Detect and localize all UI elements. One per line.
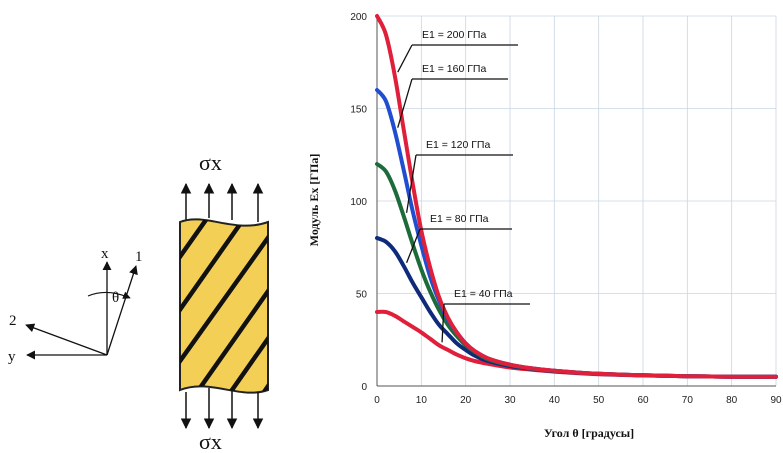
y-tick-label: 100: [350, 197, 367, 208]
legend-leader-line: [441, 303, 445, 343]
chart-ticks: 0 10 20 30 40 50 60 70 80 90 0 50 100 150 200: [350, 12, 782, 406]
legend-leader-line: [397, 78, 413, 128]
x-axis-title: Угол θ [градусы]: [544, 426, 634, 440]
legend-leader-line: [405, 154, 417, 213]
x-tick-label: 10: [416, 395, 428, 406]
stress-bottom-label: σx: [199, 429, 222, 453]
x-tick-label: 90: [770, 395, 782, 406]
axis-x-label: x: [101, 246, 109, 262]
legend-label: E1 = 40 ГПа: [454, 288, 513, 300]
legend-leader-line: [397, 44, 413, 73]
chart-legend: E1 = 200 ГПа E1 = 160 ГПа E1 = 120 ГПа E1 =…: [397, 29, 530, 343]
series-line-1: [375, 88, 778, 379]
legend-leader-line: [405, 228, 421, 263]
x-tick-label: 30: [504, 395, 516, 406]
axis-2-arrow: [25, 323, 108, 356]
x-tick-label: 50: [593, 395, 605, 406]
top-force-arrows: [180, 182, 264, 222]
x-tick-label: 40: [549, 395, 561, 406]
axis-2-label: 2: [9, 313, 17, 329]
bottom-force-arrows: [180, 388, 264, 430]
modulus-chart: 0 10 20 30 40 50 60 70 80 90 0 50 100 150 200 E1 = 200…: [307, 12, 782, 440]
x-tick-label: 60: [637, 395, 649, 406]
y-tick-label: 0: [361, 382, 367, 393]
axis-y-label: y: [8, 349, 16, 365]
y-tick-label: 200: [350, 12, 367, 23]
x-tick-label: 80: [726, 395, 738, 406]
legend-label: E1 = 120 ГПа: [426, 139, 490, 151]
lamina-diagram: σx σx: [179, 150, 269, 453]
axis-1-label: 1: [135, 249, 143, 265]
coordinate-system: x y 1 2 θ: [8, 246, 143, 365]
stress-top-label: σx: [199, 150, 222, 175]
x-tick-label: 20: [460, 395, 472, 406]
legend-label: E1 = 80 ГПа: [430, 213, 489, 225]
legend-label: E1 = 200 ГПа: [422, 29, 486, 41]
x-tick-label: 0: [374, 395, 380, 406]
x-tick-label: 70: [682, 395, 694, 406]
y-tick-label: 150: [350, 105, 367, 116]
axis-1-arrow: [106, 265, 138, 356]
fiber-lines: [180, 219, 268, 393]
legend-label: E1 = 160 ГПа: [422, 63, 486, 75]
y-axis-title: Модуль Ex [ГПа]: [307, 154, 321, 247]
chart-series: [375, 14, 778, 379]
theta-label: θ: [112, 290, 119, 306]
angle-arc: [87, 291, 131, 299]
y-tick-label: 50: [356, 290, 368, 301]
series-line-0: [375, 14, 778, 379]
chart-frame: [376, 16, 776, 387]
